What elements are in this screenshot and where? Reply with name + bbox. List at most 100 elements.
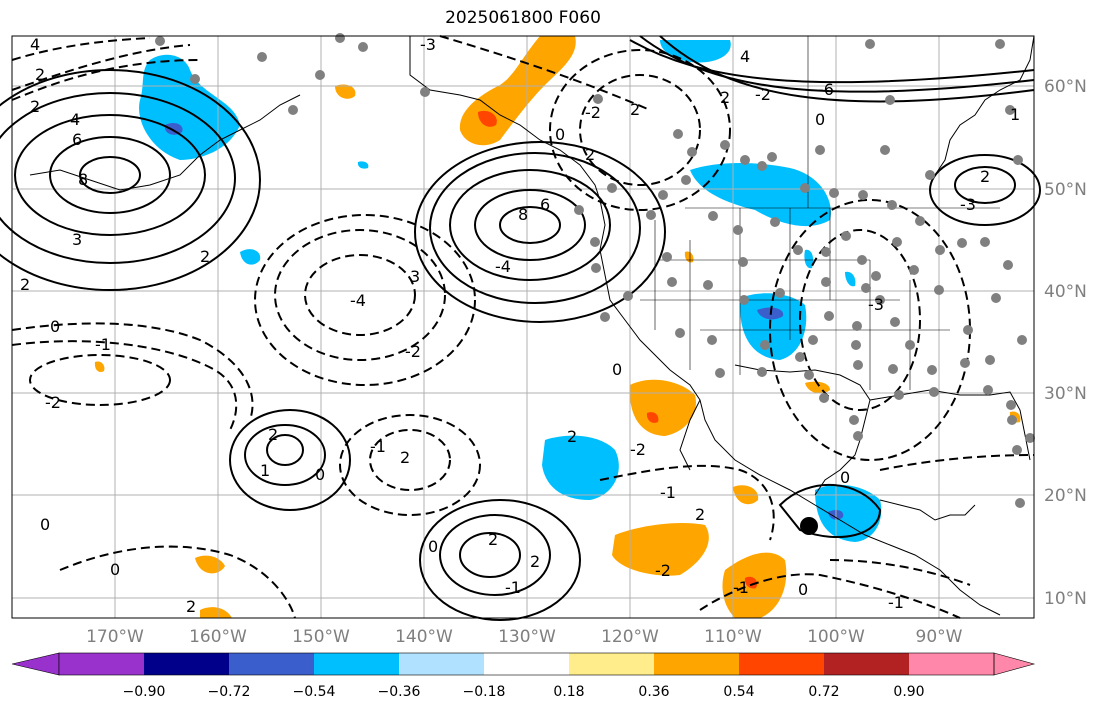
contour-label: 2 <box>268 425 278 444</box>
contour-label: 3 <box>72 230 82 249</box>
shade-positive-strong <box>744 576 758 589</box>
lat-label: 50°N <box>1044 180 1087 200</box>
contour-label: 6 <box>72 130 82 149</box>
contour-label: -1 <box>733 578 749 597</box>
shade-negative <box>240 249 261 265</box>
shade-negative <box>542 435 619 500</box>
colorbar-tick-label: 0.72 <box>808 684 839 700</box>
contour-label: 0 <box>555 125 565 144</box>
lat-label: 20°N <box>1044 486 1087 506</box>
colorbar-tick-label: 0.90 <box>893 684 924 700</box>
contour-label: 6 <box>540 195 550 214</box>
contour-label: 2 <box>20 275 30 294</box>
contour-label: -1 <box>505 578 521 597</box>
lat-label: 60°N <box>1044 77 1087 97</box>
lon-label: 100°W <box>807 627 865 647</box>
contour-label: 2 <box>695 505 705 524</box>
map-title: 2025061800 F060 <box>445 8 601 28</box>
contour-label: 2 <box>630 100 640 119</box>
contour-label: -1 <box>660 483 676 502</box>
lon-label: 150°W <box>292 627 350 647</box>
contour-label: -3 <box>868 295 884 314</box>
colorbar-extend-low <box>11 652 60 676</box>
colorbar-tick-label: −0.18 <box>463 684 506 700</box>
shade-negative <box>845 271 856 287</box>
contour-label: 0 <box>315 465 325 484</box>
contours-negative <box>11 35 1035 619</box>
contour-label: -2 <box>655 561 671 580</box>
colorbar: −0.90 −0.72 −0.54 −0.36 −0.18 0.18 0.36 … <box>11 652 1036 700</box>
shade-positive <box>94 361 105 372</box>
colorbar-segment <box>144 653 229 675</box>
contour-label: 0 <box>815 110 825 129</box>
contour-label: -4 <box>350 291 366 310</box>
colorbar-tick-label: −0.36 <box>378 684 421 700</box>
lon-label: 110°W <box>704 627 762 647</box>
contour-label: 2 <box>488 530 498 549</box>
contour-label: 2 <box>200 247 210 266</box>
shade-negative <box>739 293 807 360</box>
contour-label-group: 4 2 2 4 6 8 3 0 2 -1 -2 2 0 1 2 3 -4 -2 … <box>20 35 1020 616</box>
shade-negative <box>139 54 240 160</box>
colorbar-segment <box>59 653 144 675</box>
colorbar-segment <box>229 653 314 675</box>
shade-positive <box>612 523 709 576</box>
contour-label: 0 <box>110 560 120 579</box>
contour-label: 1 <box>260 461 270 480</box>
colorbar-extend-high <box>993 652 1036 676</box>
contour-label: 0 <box>798 580 808 599</box>
lon-label: 130°W <box>498 627 556 647</box>
lon-label: 90°W <box>916 627 963 647</box>
shade-positive <box>200 607 232 618</box>
contour-label: 4 <box>70 110 80 129</box>
contour-label: 4 <box>30 35 40 54</box>
lat-label: 10°N <box>1044 589 1087 609</box>
colorbar-segment <box>399 653 484 675</box>
lat-label: 40°N <box>1044 282 1087 302</box>
contour-label: -4 <box>495 257 511 276</box>
colorbar-segment <box>484 653 569 675</box>
contour-label: 0 <box>428 537 438 556</box>
contour-label: 4 <box>740 47 750 66</box>
shade-positive-strong <box>478 110 497 127</box>
shade-positive <box>629 379 696 436</box>
colorbar-segment <box>569 653 654 675</box>
shade-negative <box>804 249 814 269</box>
contour-label: 0 <box>840 468 850 487</box>
contour-label: -2 <box>45 393 61 412</box>
contour-label: 1 <box>1010 105 1020 124</box>
lon-label: 160°W <box>189 627 247 647</box>
latitude-labels: 60°N 50°N 40°N 30°N 20°N 10°N <box>1044 77 1087 609</box>
location-marker <box>800 517 818 535</box>
lon-label: 140°W <box>395 627 453 647</box>
lon-label: 120°W <box>601 627 659 647</box>
longitude-labels: 170°W 160°W 150°W 140°W 130°W 120°W 110°… <box>86 627 963 647</box>
contour-label: 2 <box>980 167 990 186</box>
contour-label: 8 <box>78 170 88 189</box>
colorbar-ticks: −0.90 −0.72 −0.54 −0.36 −0.18 0.18 0.36 … <box>123 684 925 700</box>
colorbar-tick-label: 0.18 <box>553 684 584 700</box>
shade-negative-strong <box>164 122 183 135</box>
contour-label: 2 <box>35 65 45 84</box>
shade-positive-strong <box>646 412 659 423</box>
colorbar-tick-label: −0.90 <box>123 684 166 700</box>
contour-label: 2 <box>186 597 196 616</box>
contours-positive <box>0 35 1041 621</box>
contour-label: 3 <box>410 267 420 286</box>
contour-label: 2 <box>585 145 595 164</box>
contour-label: 2 <box>400 448 410 467</box>
map-panel: 4 2 2 4 6 8 3 0 2 -1 -2 2 0 1 2 3 -4 -2 … <box>0 33 1041 621</box>
contour-label: -6 <box>818 80 834 99</box>
shade-positive <box>335 84 356 99</box>
contour-label: 2 <box>30 97 40 116</box>
colorbar-tick-label: 0.54 <box>723 684 754 700</box>
contour-label: 0 <box>612 360 622 379</box>
contour-label: -3 <box>960 195 976 214</box>
contour-label: 2 <box>530 552 540 571</box>
contour-label: -2 <box>585 103 601 122</box>
colorbar-segment <box>824 653 909 675</box>
colorbar-segment <box>739 653 824 675</box>
contour-label: 0 <box>50 317 60 336</box>
lat-label: 30°N <box>1044 384 1087 404</box>
